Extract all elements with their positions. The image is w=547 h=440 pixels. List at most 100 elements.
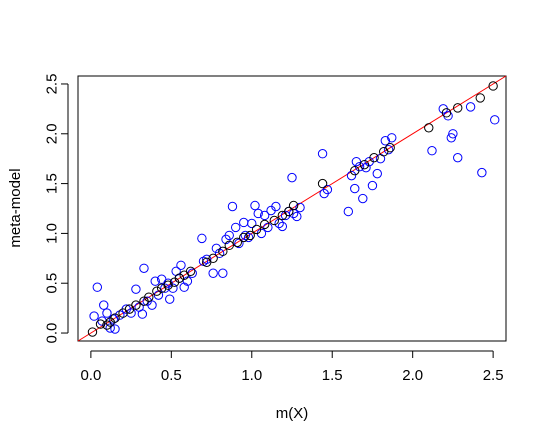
data-point (453, 152, 463, 163)
data-point (247, 218, 257, 229)
data-point (427, 146, 437, 156)
y-tick-label: 1.5 (44, 173, 61, 194)
x-tick-label: 1.5 (322, 367, 343, 384)
data-point (218, 246, 228, 257)
plot-frame (77, 75, 507, 342)
data-point (243, 232, 254, 243)
y-tick-label: 1.0 (44, 223, 61, 244)
y-tick-label: 2.0 (44, 123, 61, 144)
data-point (224, 240, 234, 251)
data-point (287, 172, 297, 183)
data-point (441, 108, 452, 118)
data-point (174, 273, 185, 283)
data-point (163, 280, 173, 290)
data-point (263, 222, 273, 233)
x-tick-label: 0.5 (161, 367, 182, 384)
data-point (317, 149, 328, 159)
data-point (343, 206, 354, 217)
y-tick-label: 0.5 (44, 273, 61, 294)
data-point (369, 152, 379, 163)
data-point (137, 309, 148, 319)
data-point (227, 201, 238, 212)
data-point (372, 168, 382, 179)
data-point (182, 276, 193, 286)
x-axis: 0.0 0.5 1.0 1.5 2.0 2.5 (80, 350, 504, 384)
data-point (89, 311, 99, 321)
data-point (139, 263, 149, 273)
data-point (165, 294, 175, 304)
data-point (218, 268, 228, 278)
data-point (385, 143, 395, 153)
data-point (99, 300, 109, 310)
data-point (488, 81, 498, 91)
data-point (465, 102, 476, 112)
x-tick-label: 0.0 (80, 367, 101, 384)
data-point (131, 284, 141, 294)
data-point (156, 283, 167, 293)
data-point (274, 218, 284, 229)
data-point (380, 136, 391, 146)
data-point (367, 180, 378, 191)
data-point (92, 282, 103, 292)
data-point (322, 184, 333, 195)
y-axis: 0.0 0.5 1.0 1.5 2.0 2.5 (44, 74, 69, 344)
data-point (147, 300, 157, 310)
data-point (346, 170, 357, 181)
x-axis-title: m(X) (276, 405, 309, 422)
data-point (424, 123, 434, 133)
data-point (490, 115, 500, 125)
data-point (453, 103, 463, 113)
data-point (152, 286, 162, 296)
data-point (208, 268, 218, 278)
y-axis-title: meta-model (7, 168, 24, 247)
data-point (350, 165, 360, 176)
data-point (110, 324, 120, 334)
data-point (271, 201, 281, 212)
data-point (245, 230, 255, 241)
data-point (253, 208, 263, 219)
x-tick-label: 1.0 (241, 367, 262, 384)
data-point (144, 292, 154, 302)
data-point (448, 129, 458, 139)
data-point (87, 327, 98, 337)
data-point (110, 313, 120, 323)
data-point (102, 320, 112, 330)
x-tick-label: 2.5 (483, 367, 504, 384)
data-point (232, 237, 242, 248)
data-point (292, 211, 302, 222)
data-point (259, 219, 270, 230)
data-point (230, 222, 241, 233)
data-point (269, 215, 280, 226)
data-point (105, 323, 115, 333)
data-point (197, 233, 207, 244)
data-point (234, 238, 244, 249)
x-tick-label: 2.0 (402, 367, 423, 384)
data-point (168, 283, 178, 293)
data-point (131, 300, 141, 310)
data-point (211, 243, 222, 254)
data-points (87, 81, 500, 337)
data-point (350, 183, 360, 194)
data-point (239, 232, 249, 243)
data-point (208, 253, 218, 264)
data-point (179, 282, 189, 292)
data-point (284, 206, 294, 217)
data-point (224, 230, 234, 241)
data-point (150, 276, 160, 286)
data-point (317, 178, 328, 189)
data-point (239, 217, 249, 228)
data-point (475, 93, 485, 103)
data-point (250, 200, 260, 211)
data-point (477, 167, 487, 178)
data-point (202, 254, 212, 265)
data-point (251, 224, 262, 235)
data-point (185, 266, 196, 276)
data-point (259, 210, 270, 221)
y-tick-label: 0.0 (44, 323, 61, 344)
data-point (351, 156, 362, 167)
y-tick-label: 2.5 (44, 74, 61, 95)
data-point (102, 308, 112, 318)
data-point (95, 319, 106, 329)
data-point (446, 133, 456, 143)
